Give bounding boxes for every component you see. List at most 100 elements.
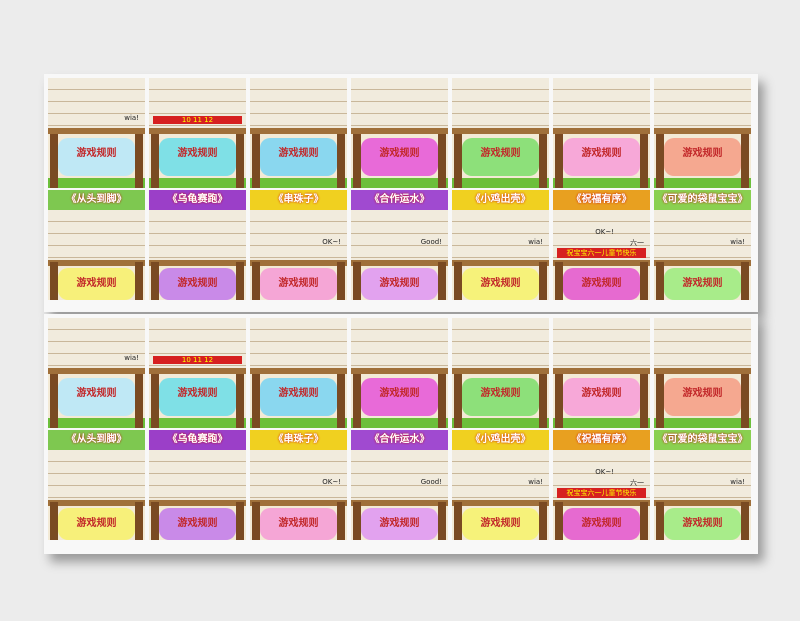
card: 游戏规则 wia! <box>48 78 145 188</box>
card: 《祝福有序》 游戏规则 六一 OK~! 祝宝宝六一儿童节快乐 <box>553 430 650 540</box>
rule-panel: 游戏规则 <box>563 508 640 540</box>
tree-trunk <box>656 262 664 300</box>
grass <box>654 178 751 188</box>
grass <box>654 418 751 428</box>
tree-trunk <box>640 134 648 188</box>
rule-panel: 游戏规则 <box>462 138 539 176</box>
wood-bar <box>250 128 347 134</box>
tree-trunk <box>454 502 462 540</box>
illustration <box>351 450 448 500</box>
wood-bar <box>654 128 751 134</box>
grass <box>351 178 448 188</box>
tree-trunk <box>539 262 547 300</box>
card: 游戏规则 <box>351 318 448 428</box>
card: 《合作运水》 游戏规则 Good! <box>351 190 448 300</box>
illustration <box>351 318 448 368</box>
wood-bar <box>553 500 650 506</box>
card: 《乌龟赛跑》 游戏规则 <box>149 430 246 540</box>
card-title: 《祝福有序》 <box>553 430 650 450</box>
illustration-label: wia! <box>730 478 745 486</box>
wood-bar <box>351 260 448 266</box>
tree-trunk <box>741 374 749 428</box>
illustration <box>654 210 751 260</box>
card: 《从头到脚》 游戏规则 <box>48 430 145 540</box>
tree-trunk <box>454 134 462 188</box>
illustration <box>452 210 549 260</box>
illustration <box>351 210 448 260</box>
wood-bar <box>48 128 145 134</box>
card: 游戏规则 <box>553 78 650 188</box>
rule-panel: 游戏规则 <box>159 508 236 540</box>
card: 《祝福有序》 游戏规则 六一 OK~! 祝宝宝六一儿童节快乐 <box>553 190 650 300</box>
wood-bar <box>250 368 347 374</box>
wood-bar <box>250 500 347 506</box>
illustration-label: 六一 <box>630 239 644 247</box>
wood-bar <box>553 260 650 266</box>
tree-trunk <box>151 262 159 300</box>
illustration-label: wia! <box>124 114 139 122</box>
card-title: 《串珠子》 <box>250 190 347 210</box>
tree-trunk <box>555 134 563 188</box>
wood-bar <box>654 368 751 374</box>
card-title: 《合作运水》 <box>351 190 448 210</box>
card: 《小鸡出壳》 游戏规则 wia! <box>452 430 549 540</box>
illustration-label: Good! <box>420 478 442 486</box>
tree-trunk <box>50 374 58 428</box>
tree-trunk <box>656 134 664 188</box>
wood-bar <box>149 500 246 506</box>
card-title: 《小鸡出壳》 <box>452 430 549 450</box>
card: 游戏规则 wia! <box>48 318 145 428</box>
tree-trunk <box>438 262 446 300</box>
rule-panel: 游戏规则 <box>664 508 741 540</box>
tree-trunk <box>236 262 244 300</box>
tree-trunk <box>640 262 648 300</box>
grass <box>48 418 145 428</box>
rule-panel: 游戏规则 <box>664 378 741 416</box>
illustration-label: 10 11 12 <box>153 356 242 364</box>
wood-bar <box>452 368 549 374</box>
rule-panel: 游戏规则 <box>58 508 135 540</box>
wood-bar <box>452 128 549 134</box>
tree-trunk <box>236 374 244 428</box>
tree-trunk <box>353 134 361 188</box>
wood-bar <box>250 260 347 266</box>
card-title: 《合作运水》 <box>351 430 448 450</box>
rule-panel: 游戏规则 <box>361 138 438 176</box>
wood-bar <box>351 368 448 374</box>
illustration-label: 祝宝宝六一儿童节快乐 <box>557 248 646 258</box>
tree-trunk <box>135 502 143 540</box>
illustration <box>250 78 347 128</box>
tree-trunk <box>337 374 345 428</box>
rule-panel: 游戏规则 <box>159 268 236 300</box>
card: 《合作运水》 游戏规则 Good! <box>351 430 448 540</box>
wood-bar <box>553 128 650 134</box>
card: 《串珠子》 游戏规则 OK~! <box>250 430 347 540</box>
tree-trunk <box>741 502 749 540</box>
illustration <box>250 450 347 500</box>
wood-bar <box>452 500 549 506</box>
card: 游戏规则 <box>351 78 448 188</box>
tree-trunk <box>539 134 547 188</box>
tree-trunk <box>438 134 446 188</box>
tree-trunk <box>539 374 547 428</box>
wood-bar <box>149 128 246 134</box>
tree-trunk <box>151 502 159 540</box>
card: 《从头到脚》 游戏规则 <box>48 190 145 300</box>
card: 《可爱的袋鼠宝宝》 游戏规则 wia! <box>654 190 751 300</box>
tree-trunk <box>337 262 345 300</box>
rule-panel: 游戏规则 <box>159 138 236 176</box>
grass <box>452 418 549 428</box>
tree-trunk <box>438 502 446 540</box>
tree-trunk <box>252 502 260 540</box>
card: 《串珠子》 游戏规则 OK~! <box>250 190 347 300</box>
grass <box>452 178 549 188</box>
rule-panel: 游戏规则 <box>260 138 337 176</box>
wood-bar <box>553 368 650 374</box>
illustration <box>654 318 751 368</box>
tree-trunk <box>151 374 159 428</box>
grass <box>149 178 246 188</box>
illustration <box>250 318 347 368</box>
tree-trunk <box>236 502 244 540</box>
grass <box>250 178 347 188</box>
illustration-label: wia! <box>528 238 543 246</box>
